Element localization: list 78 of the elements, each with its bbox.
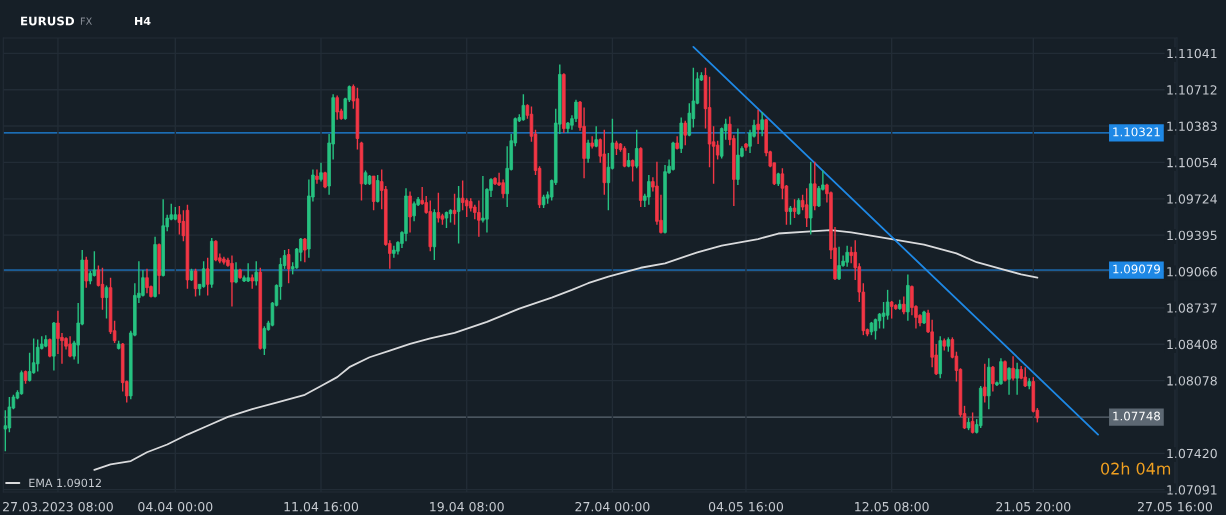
candlestick <box>804 187 809 228</box>
candlestick <box>760 111 764 138</box>
ref-line-label: 1.07748 <box>1113 411 1161 421</box>
candlestick <box>100 267 105 311</box>
candlestick <box>303 237 307 263</box>
candlestick <box>999 357 1003 386</box>
y-tick-label: 1.10712 <box>1167 85 1217 95</box>
ref-line-label: 1.09079 <box>1113 264 1160 274</box>
line-series <box>93 229 1039 471</box>
candlestick <box>477 199 481 238</box>
chart-title: EURUSD <box>21 16 75 26</box>
candlestick <box>647 174 651 206</box>
candlestick <box>845 244 849 268</box>
candlestick <box>1015 362 1019 396</box>
candlestick <box>436 191 441 224</box>
y-tick-label: 1.11041 <box>1167 48 1217 59</box>
candlestick <box>715 140 720 161</box>
x-tick-label: 11.04 16:00 <box>284 501 359 512</box>
candlestick <box>456 185 461 245</box>
x-tick-label: 04.04 00:00 <box>138 501 213 512</box>
candlestick <box>412 200 416 223</box>
candlestick <box>145 268 149 294</box>
x-tick-label: 04.05 16:00 <box>708 501 784 512</box>
candlestick <box>315 168 319 185</box>
text: FX <box>80 17 92 25</box>
y-tick-label: 1.08078 <box>1167 376 1217 386</box>
candlestick <box>748 128 752 154</box>
x-tick-label: 19.04 08:00 <box>430 501 504 512</box>
text: H4 <box>135 16 151 26</box>
candlestick <box>452 193 457 226</box>
candlestick <box>3 409 8 452</box>
annotation: 02h 04m <box>1101 462 1171 475</box>
y-tick-label: 1.09395 <box>1167 230 1217 241</box>
candlestick <box>885 289 890 321</box>
candlestick <box>683 120 688 146</box>
candlestick <box>983 363 987 404</box>
candlestick <box>586 138 590 164</box>
candlestick <box>35 338 40 373</box>
candlestick <box>230 254 234 308</box>
candlestick <box>501 178 505 199</box>
series-label: EMA 1.09012 <box>29 478 101 488</box>
candlestick <box>788 205 793 226</box>
candlestick <box>205 257 210 297</box>
candlestick <box>521 93 526 122</box>
candlestick <box>634 128 639 170</box>
candlestick <box>201 260 206 289</box>
candlestick <box>687 102 692 138</box>
candlestick <box>813 161 817 212</box>
candlestick <box>408 190 412 234</box>
candlestick <box>375 174 380 204</box>
x-tick-label: 27.03.2023 08:00 <box>3 501 113 512</box>
candlestick <box>286 248 291 284</box>
x-tick-label: 12.05 08:00 <box>855 501 929 512</box>
candlestick <box>177 205 182 236</box>
y-tick-label: 1.10383 <box>1167 121 1217 131</box>
y-tick-label: 1.08408 <box>1167 339 1217 350</box>
candlestick <box>335 94 339 121</box>
y-tick-label: 1.09724 <box>1167 194 1217 204</box>
candlestick <box>262 325 267 356</box>
candlestick <box>991 365 995 393</box>
candlestick <box>193 268 198 298</box>
candlestick <box>319 162 323 183</box>
candlestick <box>254 260 259 287</box>
candlestick <box>756 109 760 145</box>
y-tick-label: 1.10054 <box>1167 157 1217 168</box>
x-tick-label: 21.05 20:00 <box>996 501 1071 512</box>
x-tick-label: 27.04 00:00 <box>575 501 650 512</box>
y-tick-label: 1.07091 <box>1167 485 1217 495</box>
ref-line-label: 1.10321 <box>1113 127 1160 137</box>
y-tick-label: 1.09066 <box>1167 266 1217 277</box>
candlestick <box>792 198 797 219</box>
x-tick-label: 27.05 16:00 <box>1138 501 1213 512</box>
candlestick <box>1007 366 1011 396</box>
candlestick <box>1011 355 1015 382</box>
candlestick <box>837 246 841 281</box>
y-tick-label: 1.07420 <box>1167 448 1217 459</box>
candlestick <box>464 197 469 218</box>
y-tick-label: 1.08737 <box>1167 303 1217 313</box>
